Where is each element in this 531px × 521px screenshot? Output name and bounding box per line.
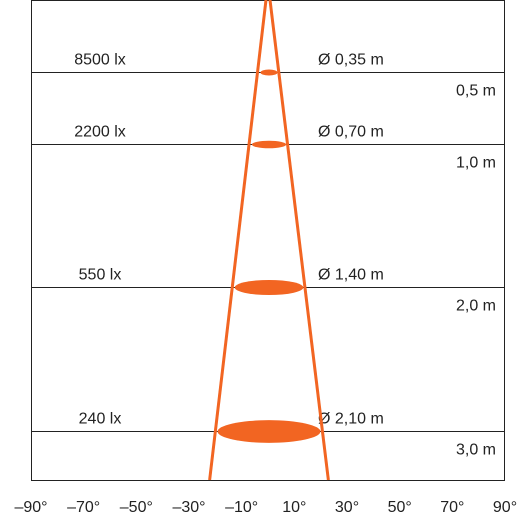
- distance-label: 0,5 m: [456, 83, 496, 100]
- diagram-frame: [31, 0, 505, 481]
- diameter-label: Ø 0,35 m: [318, 52, 384, 69]
- angle-tick-label: 50°: [388, 499, 412, 516]
- angle-tick-label: –30°: [172, 499, 205, 516]
- diameter-label: Ø 1,40 m: [318, 267, 384, 284]
- light-spot: [234, 279, 304, 296]
- angle-tick-label: 70°: [440, 499, 464, 516]
- distance-label: 1,0 m: [456, 155, 496, 172]
- illuminance-label: 550 lx: [79, 267, 122, 284]
- illuminance-label: 240 lx: [79, 411, 122, 428]
- light-spot: [251, 140, 287, 149]
- illuminance-label: 8500 lx: [74, 52, 126, 69]
- light-spot: [217, 420, 321, 443]
- light-beam: [208, 0, 330, 481]
- distance-label: 3,0 m: [456, 442, 496, 459]
- diameter-label: Ø 0,70 m: [318, 124, 384, 141]
- distance-label: 2,0 m: [456, 298, 496, 315]
- angle-tick-label: –10°: [225, 499, 258, 516]
- distance-levels: 8500 lx Ø 0,35 m 0,5 m 2200 lx Ø 0,70 m 1,0 m…: [31, 52, 505, 459]
- angle-tick-label: –50°: [120, 499, 153, 516]
- diameter-label: Ø 2,10 m: [318, 411, 384, 428]
- beam-edge-left: [208, 0, 268, 481]
- angle-tick-label: 90°: [493, 499, 517, 516]
- angle-tick-label: –70°: [67, 499, 100, 516]
- angle-tick-label: 10°: [282, 499, 306, 516]
- beam-edge-right: [268, 0, 330, 481]
- angle-tick-label: –90°: [14, 499, 47, 516]
- angle-tick-label: 30°: [335, 499, 359, 516]
- illuminance-label: 2200 lx: [74, 124, 126, 141]
- angle-axis: –90° –70° –50° –30° –10° 10° 30° 50° 70° 90°: [14, 499, 517, 516]
- light-spot: [260, 69, 278, 76]
